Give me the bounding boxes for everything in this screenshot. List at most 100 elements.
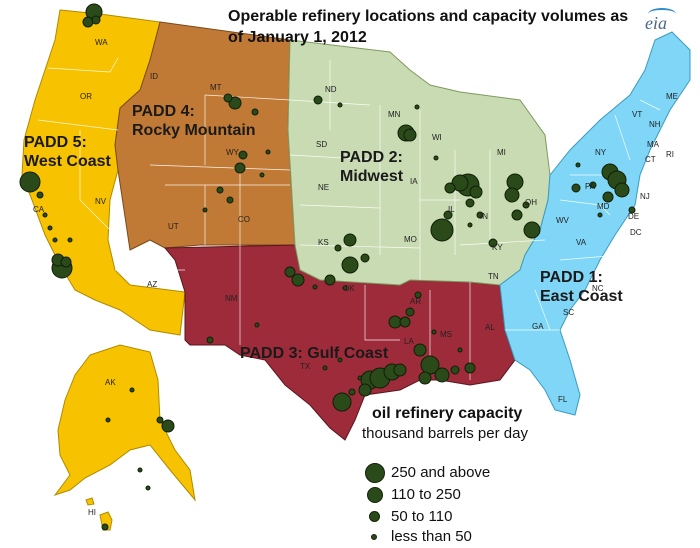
padd3-label: PADD 3: Gulf Coast <box>240 344 388 363</box>
refinery-dot <box>575 162 581 168</box>
legend-item-tiny: less than 50 <box>363 528 563 548</box>
refinery-dot <box>223 93 233 103</box>
refinery-dot <box>206 336 214 344</box>
state-ny: NY <box>595 148 607 157</box>
padd4-label: PADD 4: Rocky Mountain <box>132 102 256 140</box>
refinery-dot <box>465 198 475 208</box>
legend-item-large: 250 and above <box>363 463 563 484</box>
refinery-dot <box>313 95 323 105</box>
refinery-dot <box>202 207 208 213</box>
refinery-dot <box>433 155 439 161</box>
refinery-dot <box>393 363 407 377</box>
state-ky: KY <box>492 243 503 252</box>
refinery-dot <box>216 186 224 194</box>
legend-item-small: 50 to 110 <box>363 508 563 528</box>
legend-dot-large <box>365 463 385 483</box>
refinery-dot <box>284 266 296 278</box>
refinery-dot <box>337 357 343 363</box>
state-wa: WA <box>95 38 108 47</box>
refinery-dot <box>312 284 318 290</box>
padd5-line2: West Coast <box>24 153 111 170</box>
state-or: OR <box>80 92 92 101</box>
state-il: IL <box>448 205 455 214</box>
refinery-dot <box>443 210 453 220</box>
state-wy: WY <box>226 148 239 157</box>
refinery-dot <box>504 187 520 203</box>
refinery-dot <box>399 316 411 328</box>
state-dc: DC <box>630 228 642 237</box>
refinery-dot <box>332 392 352 412</box>
refinery-dot <box>19 171 41 193</box>
refinery-dot <box>614 182 630 198</box>
padd5-label: PADD 5: West Coast <box>24 133 111 171</box>
state-mi: MI <box>497 148 506 157</box>
refinery-dot <box>522 201 530 209</box>
state-in: IN <box>480 212 488 221</box>
legend-title: oil refinery capacity <box>372 405 523 422</box>
refinery-dot <box>322 365 328 371</box>
refinery-dot <box>589 181 597 189</box>
refinery-dot <box>105 417 111 423</box>
state-al: AL <box>485 323 495 332</box>
legend-dot-small <box>369 511 380 522</box>
state-ma: MA <box>647 140 659 149</box>
refinery-dot <box>434 367 450 383</box>
state-pa: PA <box>585 182 596 191</box>
refinery-dot <box>341 256 359 274</box>
refinery-dot <box>145 485 151 491</box>
legend-item-medium: 110 to 250 <box>363 486 563 506</box>
alaska-region <box>53 344 196 502</box>
refinery-dot <box>388 315 402 329</box>
state-nv: NV <box>95 197 107 206</box>
legend-dot-tiny <box>371 534 377 540</box>
state-ct: CT <box>645 155 656 164</box>
refinery-dot <box>405 307 415 317</box>
refinery-dot <box>628 206 636 214</box>
state-ri: RI <box>666 150 674 159</box>
refinery-dot <box>464 362 476 374</box>
refinery-dot <box>265 149 271 155</box>
refinery-dot <box>82 16 94 28</box>
refinery-dot <box>342 285 348 291</box>
state-ak: AK <box>105 378 116 387</box>
refinery-dot <box>597 212 603 218</box>
refinery-dot <box>161 419 175 433</box>
refinery-dot <box>571 183 581 193</box>
refinery-dot <box>358 383 372 397</box>
padd1-label: PADD 1: East Coast <box>540 268 623 306</box>
refinery-dot <box>414 291 422 299</box>
refinery-dot <box>254 322 260 328</box>
refinery-dot <box>91 15 101 25</box>
state-ms: MS <box>440 330 452 339</box>
legend-label-tiny: less than 50 <box>391 528 472 545</box>
state-la: LA <box>404 337 414 346</box>
state-borders <box>37 57 661 380</box>
refinery-dot <box>291 273 305 287</box>
padd4-line2: Rocky Mountain <box>132 122 256 139</box>
state-sd: SD <box>316 140 328 149</box>
state-tn: TN <box>488 272 499 281</box>
state-fl: FL <box>558 395 568 404</box>
state-ne: NE <box>318 183 330 192</box>
state-co: CO <box>238 215 250 224</box>
padd2-line1: PADD 2: <box>340 149 403 166</box>
refinery-dot <box>476 211 484 219</box>
padd2-label: PADD 2: Midwest <box>340 148 403 186</box>
eia-logo-arc <box>648 8 676 20</box>
refinery-dot <box>467 222 473 228</box>
state-ut: UT <box>168 222 179 231</box>
state-mn: MN <box>388 110 401 119</box>
state-wi: WI <box>432 133 442 142</box>
refinery-dots <box>19 3 636 531</box>
padd5-line1: PADD 5: <box>24 134 87 151</box>
legend-subtitle: thousand barrels per day <box>362 425 528 442</box>
refinery-dot <box>602 191 614 203</box>
refinery-dot <box>337 102 343 108</box>
state-tx: TX <box>300 362 311 371</box>
padd2-line2: Midwest <box>340 168 404 185</box>
state-nm: NM <box>225 294 238 303</box>
eia-logo: eia <box>645 13 667 33</box>
refinery-dot <box>343 233 357 247</box>
state-nd: ND <box>325 85 337 94</box>
state-ks: KS <box>318 238 329 247</box>
